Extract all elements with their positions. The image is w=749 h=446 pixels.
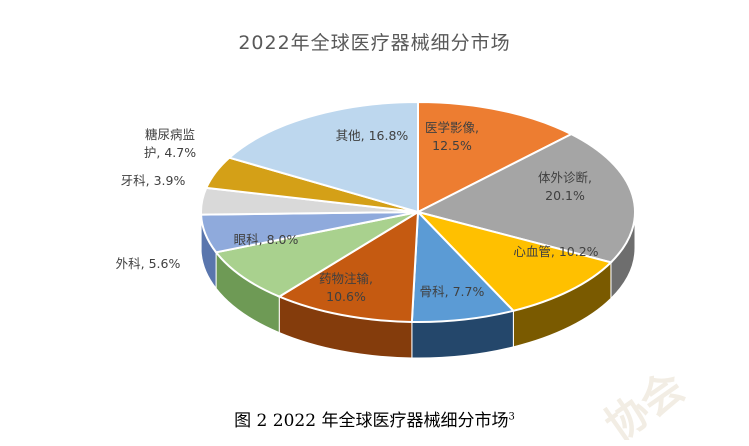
- caption-sup: 3: [508, 411, 515, 423]
- slice-1: [417, 100, 574, 214]
- chart-title: 2022年全球医疗器械细分市场: [238, 32, 511, 54]
- slice-5: [277, 210, 420, 323]
- pie-tops: [200, 100, 636, 323]
- pie-labels: 医学影像, 12.5% 体外诊断, 20.1% 心血管, 10.2% 骨科, 7.7% 药物…: [116, 120, 599, 304]
- figure-caption: 图 2 2022 年全球医疗器械细分市场3: [0, 406, 749, 431]
- slice-4: [410, 209, 516, 323]
- svg-text:协会: 协会: [596, 362, 693, 440]
- slice-label-10: 其他, 16.8%: [336, 128, 409, 143]
- slice-10: [227, 100, 419, 214]
- slice-6: [214, 211, 419, 298]
- slice-label-8: 牙科, 3.9%: [121, 173, 186, 188]
- pie-sides: [200, 211, 636, 359]
- slice-label-6: 眼科, 8.0%: [234, 232, 299, 247]
- caption-text: 图 2 2022 年全球医疗器械细分市场: [234, 411, 509, 431]
- watermark-stamp: 协会: [596, 362, 693, 440]
- slice-label-1: 医学影像, 12.5%: [425, 120, 479, 153]
- slice-label-7: 外科, 5.6%: [116, 256, 181, 271]
- slice-label-2: 体外诊断, 20.1%: [538, 170, 592, 203]
- slice-label-5: 药物注输, 10.6%: [319, 271, 373, 304]
- slice-2: [415, 133, 636, 264]
- slice-label-4: 骨科, 7.7%: [420, 284, 485, 299]
- slice-3: [414, 210, 613, 312]
- slice-label-3: 心血管, 10.2%: [513, 244, 598, 259]
- slice-label-9: 糖尿病监护, 4.7%: [144, 127, 196, 160]
